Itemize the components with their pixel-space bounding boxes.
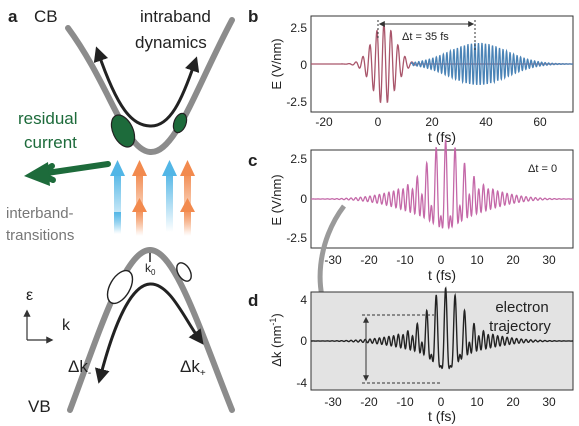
orange-arrow-right-head [180, 160, 195, 176]
panel-d-xtick-30: 30 [542, 395, 556, 409]
panel-b-xlabel: t (fs) [428, 129, 456, 145]
blue-arrow-right-shaft [166, 172, 173, 232]
panel-label-d: d [248, 291, 258, 310]
conduction-band-curve [65, 17, 235, 155]
panel-d-ytick-bottom: -4 [296, 376, 307, 390]
panel-d-ylabel: Δk (nm-1) [268, 313, 284, 367]
interband-label-line2: transitions [6, 227, 74, 244]
residual-population-left [110, 114, 136, 148]
panel-d-xtick-m10: -10 [396, 395, 414, 409]
hole-population-right [176, 262, 192, 282]
panel-d-xtick-20: 20 [506, 395, 520, 409]
panel-d-ytick-mid: 0 [300, 334, 307, 348]
panel-label-c: c [248, 151, 257, 170]
panel-c-xtick-30: 30 [542, 253, 556, 267]
panel-b-dt-annotation: Δt = 35 fs [402, 31, 449, 43]
panel-c-pulse [311, 138, 574, 230]
panel-c-xtick-m20: -20 [360, 253, 378, 267]
panel-b-xtick-m20: -20 [315, 115, 333, 129]
panel-d-annotation-line1: electron [495, 299, 548, 316]
hole-population-left [106, 269, 134, 305]
panel-d-xlabel: t (fs) [428, 408, 456, 424]
orange-arrow-right-lower-shaft [184, 208, 191, 236]
residual-current-arrow [37, 161, 111, 183]
blue-arrow-right-head [162, 160, 177, 176]
interband-label-line1: interband- [6, 205, 74, 222]
panel-c-xlabel: t (fs) [428, 267, 456, 283]
panel-c-ytick-bottom: -2.5 [286, 231, 307, 245]
panel-d-annotation-line2: trajectory [489, 318, 551, 335]
orange-arrow-left-lower-shaft [136, 208, 143, 236]
panel-b-xtick-0: 0 [375, 115, 382, 129]
panel-c-ytick-mid: 0 [300, 192, 307, 206]
panel-b-xtick-60: 60 [533, 115, 547, 129]
panel-a: a CB intraband dynamics residual current [6, 7, 235, 416]
intraband-label-line1: intraband [140, 7, 211, 26]
residual-label-line1: residual [18, 109, 78, 128]
panel-b-ytick-mid: 0 [300, 58, 307, 72]
panel-b-ytick-bottom: -2.5 [286, 95, 307, 109]
panel-d-xtick-m30: -30 [324, 395, 342, 409]
orange-arrow-mid-lower-shaft [114, 212, 121, 234]
blue-arrow-left-head [110, 160, 125, 176]
panel-b-xtick-20: 20 [425, 115, 439, 129]
valence-intraband-arrow [94, 282, 204, 384]
residual-population-right [172, 112, 188, 134]
dk-minus-label: Δk- [68, 357, 91, 379]
orange-arrow-left-lower-head [132, 198, 147, 212]
cb-label: CB [34, 7, 58, 26]
panel-c-xtick-10: 10 [470, 253, 484, 267]
panel-c-xtick-m30: -30 [324, 253, 342, 267]
panel-label-a: a [8, 7, 18, 26]
panel-c-ytick-top: 2.5 [290, 152, 307, 166]
panel-d-xtick-0: 0 [438, 395, 445, 409]
panel-d-xtick-10: 10 [470, 395, 484, 409]
intraband-label-line2: dynamics [135, 33, 207, 52]
panel-c-xtick-20: 20 [506, 253, 520, 267]
panel-c-xtick-0: 0 [438, 253, 445, 267]
orange-arrow-left-head [132, 160, 147, 176]
interband-arrows [110, 160, 195, 236]
epsilon-axis-label: ε [26, 287, 33, 304]
k-axis-label: k [62, 317, 71, 334]
panel-d-xtick-m20: -20 [360, 395, 378, 409]
panel-d-ytick-top: 4 [300, 293, 307, 307]
residual-current-arrow-head [24, 162, 50, 186]
dk-plus-label: Δk+ [180, 357, 206, 379]
blue-arrow-left-shaft [114, 172, 121, 232]
vb-label: VB [28, 397, 51, 416]
panel-c-dt-annotation: Δt = 0 [528, 163, 557, 175]
panel-d-trajectory [311, 286, 574, 370]
panel-b-ylabel: E (V/nm) [269, 38, 284, 89]
panel-b-ytick-top: 2.5 [290, 21, 307, 35]
orange-arrow-right-lower-head [180, 198, 195, 212]
panel-b-pulse-2 [410, 42, 574, 85]
panel-c-ylabel: E (V/nm) [269, 174, 284, 225]
residual-label-line2: current [24, 133, 77, 152]
panel-c-xtick-m10: -10 [396, 253, 414, 267]
panel-b: b Δt = 35 fs 2.5 0 -2.5 -20 0 20 40 60 t… [248, 7, 574, 145]
panel-d: d electron trajectory 4 0 -4 -30 -20 -10… [248, 286, 574, 424]
panel-b-xtick-40: 40 [479, 115, 493, 129]
intraband-arrow [93, 46, 200, 128]
k0-label: k0 [145, 261, 156, 277]
panel-label-b: b [248, 7, 258, 26]
